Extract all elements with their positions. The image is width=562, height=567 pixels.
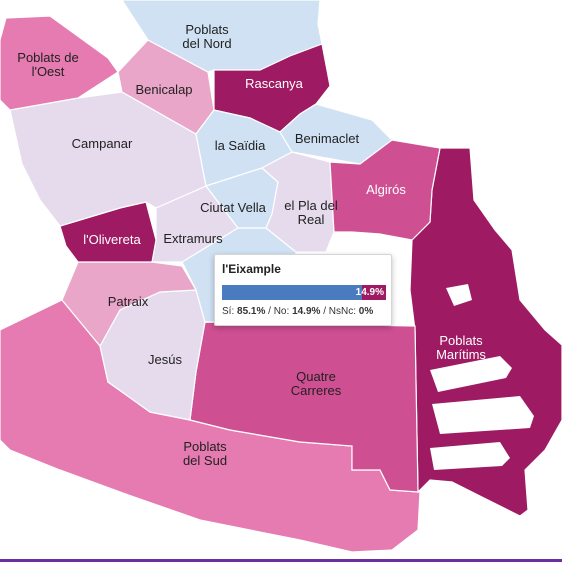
- nsnc-label: / NsNc:: [323, 306, 356, 317]
- si-value: 85.1%: [237, 306, 266, 317]
- district-label-line: l'Oest: [32, 64, 65, 79]
- district-label-benimaclet: Benimaclet: [295, 131, 360, 146]
- district-label-line: Benicalap: [135, 82, 192, 97]
- district-label-poblats-de-l-oest: Poblats de l'Oest: [17, 50, 78, 79]
- district-label-poblats-del-nord: Poblats del Nord: [182, 22, 231, 51]
- district-label-campanar: Campanar: [72, 136, 133, 151]
- district-label-quatre-carreres: Quatre Carreres: [291, 369, 342, 398]
- district-label-line: del Nord: [182, 36, 231, 51]
- tooltip-results-line: Sí: 85.1% / No: 14.9% / NsNc: 0%: [222, 306, 384, 318]
- district-label-line: Poblats: [185, 22, 229, 37]
- district-label-patraix: Patraix: [108, 294, 149, 309]
- bar-segment-si: [222, 285, 362, 300]
- district-label-line: Jesús: [148, 352, 182, 367]
- no-label: / No:: [268, 306, 290, 317]
- district-label-poblats-maritims: Poblats Marítims: [436, 333, 486, 362]
- district-label-line: Carreres: [291, 383, 342, 398]
- nsnc-value: 0%: [358, 306, 374, 317]
- district-shapes: [0, 0, 562, 553]
- district-label-poblats-del-sud: Poblats del Sud: [183, 439, 227, 468]
- district-label-line: la Saïdia: [215, 138, 266, 153]
- district-label-extramurs: Extramurs: [163, 231, 223, 246]
- district-label-line: Marítims: [436, 347, 486, 362]
- district-label-l-olivereta: l'Olivereta: [83, 232, 141, 247]
- district-label-rascanya: Rascanya: [245, 76, 304, 91]
- result-bar: 14.9%: [222, 285, 386, 300]
- bottom-rule: [0, 559, 562, 562]
- bar-no-label: 14.9%: [355, 287, 384, 298]
- tooltip-title: l'Eixample: [222, 262, 281, 276]
- district-algiros[interactable]: [329, 139, 441, 241]
- district-label-line: Benimaclet: [295, 131, 360, 146]
- district-label-el-pla-del-real: el Pla del Real: [284, 198, 338, 227]
- district-label-line: Patraix: [108, 294, 149, 309]
- district-el-pla-del-real[interactable]: [260, 151, 335, 253]
- district-label-line: Poblats: [439, 333, 483, 348]
- si-label: Sí:: [222, 306, 235, 317]
- district-label-line: Poblats de: [17, 50, 78, 65]
- district-label-benicalap: Benicalap: [135, 82, 192, 97]
- bar-segment-no: [361, 285, 386, 300]
- district-label-line: Quatre: [296, 369, 336, 384]
- district-benimaclet[interactable]: [279, 103, 393, 165]
- district-label-line: l'Olivereta: [83, 232, 141, 247]
- district-label-line: Poblats: [183, 439, 227, 454]
- district-label-line: Real: [298, 212, 325, 227]
- district-label-line: el Pla del: [284, 198, 338, 213]
- district-label-jesus: Jesús: [148, 352, 182, 367]
- district-label-line: del Sud: [183, 453, 227, 468]
- district-label-line: Algirós: [366, 182, 406, 197]
- district-campanar[interactable]: [9, 91, 207, 227]
- district-label-line: Campanar: [72, 136, 133, 151]
- district-label-line: Rascanya: [245, 76, 304, 91]
- district-label-la-saidia: la Saïdia: [215, 138, 266, 153]
- district-label-algiros: Algirós: [366, 182, 406, 197]
- no-value: 14.9%: [292, 306, 321, 317]
- port-docks: [430, 284, 534, 470]
- district-label-line: Extramurs: [163, 231, 223, 246]
- district-label-ciutat-vella: Ciutat Vella: [200, 200, 267, 215]
- district-tooltip: l'Eixample 14.9% Sí: 85.1% / No: 14.9% /…: [214, 254, 392, 326]
- district-label-line: Ciutat Vella: [200, 200, 267, 215]
